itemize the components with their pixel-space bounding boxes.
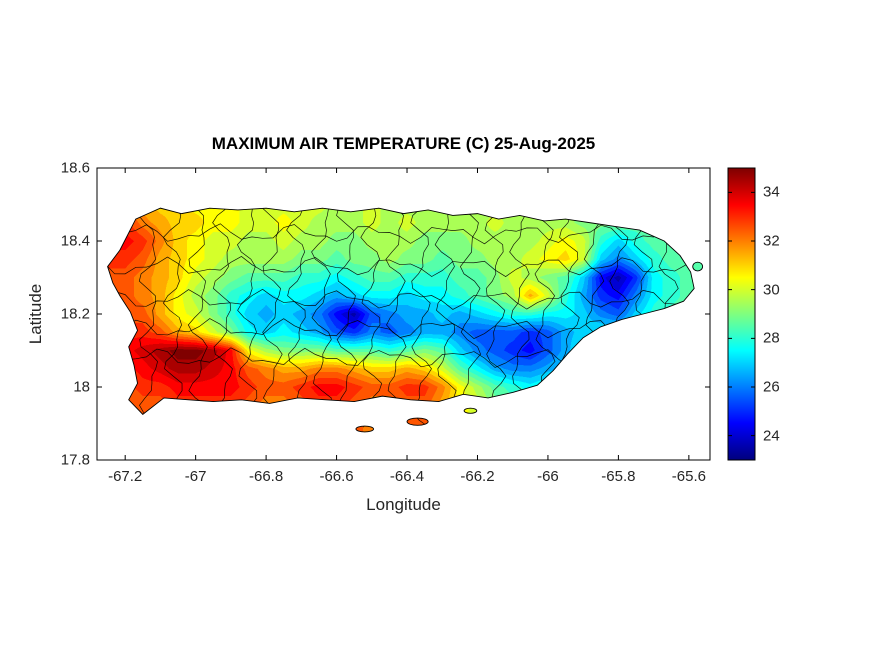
y-tick-label: 18.6 bbox=[60, 159, 90, 177]
x-tick-label: -67 bbox=[184, 468, 207, 485]
x-tick-label: -65.8 bbox=[601, 468, 636, 485]
colorbar-tick-label: 26 bbox=[763, 378, 780, 396]
y-tick-label: 17.8 bbox=[60, 451, 90, 469]
x-tick-label: -66.8 bbox=[248, 468, 284, 485]
x-tick-label: -66.2 bbox=[460, 468, 495, 485]
x-tick-label: -66.6 bbox=[319, 468, 354, 485]
x-tick-label: -66.4 bbox=[389, 468, 425, 485]
colorbar-tick-label: 28 bbox=[763, 329, 780, 347]
y-tick-label: 18.4 bbox=[60, 232, 90, 250]
y-tick-label: 18.2 bbox=[60, 305, 90, 323]
x-tick-label: -65.6 bbox=[671, 468, 706, 485]
colorbar-tick-label: 34 bbox=[763, 183, 780, 201]
colorbar-tick-label: 32 bbox=[763, 232, 780, 250]
x-axis-label: Longitude bbox=[366, 495, 441, 514]
x-tick-label: -66 bbox=[537, 468, 559, 485]
colorbar-tick-label: 30 bbox=[763, 281, 780, 299]
chart-title: MAXIMUM AIR TEMPERATURE (C) 25-Aug-2025 bbox=[211, 134, 596, 153]
y-tick-label: 18 bbox=[73, 378, 90, 396]
x-tick-label: -67.2 bbox=[108, 468, 143, 485]
colorbar-tick-label: 24 bbox=[763, 427, 780, 445]
